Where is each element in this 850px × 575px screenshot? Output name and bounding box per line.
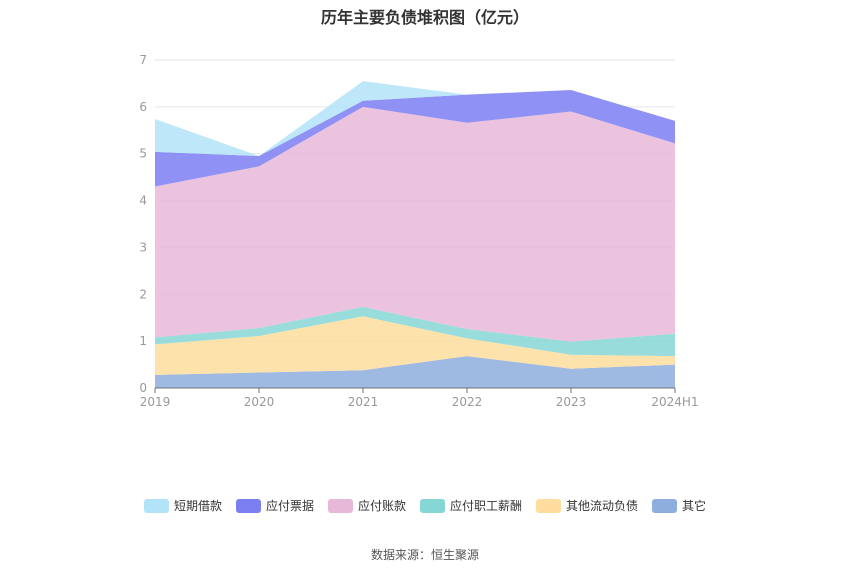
chart-title: 历年主要负债堆积图（亿元） bbox=[320, 8, 529, 27]
axes: 0 1 2 3 4 5 6 7 2019 2020 2021 2022 2023 2024H1 bbox=[139, 53, 698, 409]
legend-label: 其他流动负债 bbox=[566, 499, 639, 513]
area-其他流动负债 bbox=[155, 316, 675, 375]
y-tick-label: 0 bbox=[139, 381, 147, 395]
legend-item[interactable]: 短期借款 bbox=[143, 497, 222, 514]
area-其它 bbox=[155, 356, 675, 388]
legend-swatch bbox=[536, 498, 562, 513]
stacked-area-chart: 0 1 2 3 4 5 6 7 2019 2020 2021 2022 2023 2024H1 bbox=[139, 53, 698, 409]
legend-swatch bbox=[652, 498, 678, 513]
legend: 短期借款 应付票据 应付账款 应付职工薪酬 其他流动负债 其它 bbox=[0, 497, 850, 514]
legend-swatch bbox=[143, 498, 169, 513]
legend-label: 其它 bbox=[682, 499, 707, 513]
legend-item[interactable]: 其它 bbox=[652, 497, 706, 514]
y-tick-label: 2 bbox=[139, 287, 147, 301]
x-tick-label: 2020 bbox=[244, 395, 275, 409]
legend-item[interactable]: 其他流动负债 bbox=[536, 497, 638, 514]
area-应付账款 bbox=[155, 106, 675, 342]
y-tick-label: 3 bbox=[139, 240, 147, 254]
y-tick-label: 6 bbox=[139, 100, 147, 114]
legend-label: 应付职工薪酬 bbox=[450, 499, 523, 513]
area-series bbox=[155, 81, 675, 388]
legend-label: 应付票据 bbox=[265, 499, 314, 513]
area-应付票据 bbox=[155, 89, 675, 187]
x-tick-label: 2022 bbox=[452, 395, 483, 409]
y-tick-label: 5 bbox=[139, 147, 147, 161]
legend-swatch bbox=[327, 498, 353, 513]
legend-item[interactable]: 应付账款 bbox=[327, 497, 406, 514]
x-tick-label: 2019 bbox=[140, 395, 171, 409]
x-tick-label: 2023 bbox=[556, 395, 587, 409]
legend-label: 应付账款 bbox=[357, 499, 406, 513]
x-tick-label: 2024H1 bbox=[651, 395, 698, 409]
legend-item[interactable]: 应付票据 bbox=[235, 497, 314, 514]
area-应付职工薪酬 bbox=[155, 306, 675, 357]
legend-swatch bbox=[235, 498, 261, 513]
legend-swatch bbox=[420, 498, 445, 513]
legend-item[interactable]: 应付职工薪酬 bbox=[420, 497, 522, 514]
source-note: 数据来源：恒生聚源 bbox=[370, 548, 479, 562]
y-tick-label: 7 bbox=[139, 53, 147, 67]
legend-label: 短期借款 bbox=[173, 499, 222, 513]
y-tick-label: 4 bbox=[139, 194, 147, 208]
area-短期借款 bbox=[155, 81, 675, 157]
x-tick-label: 2021 bbox=[348, 395, 379, 409]
y-tick-label: 1 bbox=[139, 334, 147, 348]
